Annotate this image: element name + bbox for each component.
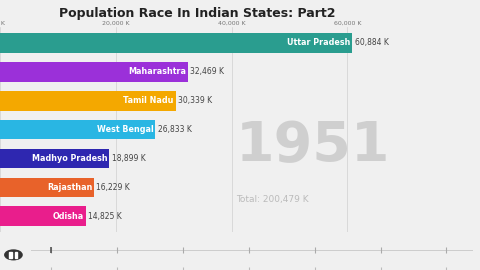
- Text: Total: 200,479 K: Total: 200,479 K: [236, 195, 309, 204]
- Bar: [0, 120, 156, 139]
- Text: Rajasthan: Rajasthan: [47, 183, 92, 192]
- Text: West Bengal: West Bengal: [97, 125, 154, 134]
- Text: Madhyo Pradesh: Madhyo Pradesh: [32, 154, 108, 163]
- Bar: [0, 33, 352, 53]
- Text: Maharashtra: Maharashtra: [128, 67, 186, 76]
- Text: 32,469 K: 32,469 K: [190, 67, 224, 76]
- Text: Odisha: Odisha: [53, 212, 84, 221]
- Bar: [0, 91, 176, 110]
- Bar: [0, 178, 94, 197]
- Text: 60,884 K: 60,884 K: [355, 38, 389, 48]
- Text: 16,229 K: 16,229 K: [96, 183, 130, 192]
- Text: 26,833 K: 26,833 K: [157, 125, 192, 134]
- Bar: [0, 62, 188, 82]
- Text: Uttar Pradesh: Uttar Pradesh: [288, 38, 351, 48]
- Text: 30,339 K: 30,339 K: [178, 96, 212, 105]
- Text: 18,899 K: 18,899 K: [112, 154, 145, 163]
- Bar: [0, 149, 109, 168]
- Text: Tamil Nadu: Tamil Nadu: [123, 96, 174, 105]
- Text: 1951: 1951: [236, 119, 391, 173]
- Bar: [0, 207, 86, 226]
- Text: Population Race In Indian States: Part2: Population Race In Indian States: Part2: [59, 7, 335, 20]
- Text: 14,825 K: 14,825 K: [88, 212, 122, 221]
